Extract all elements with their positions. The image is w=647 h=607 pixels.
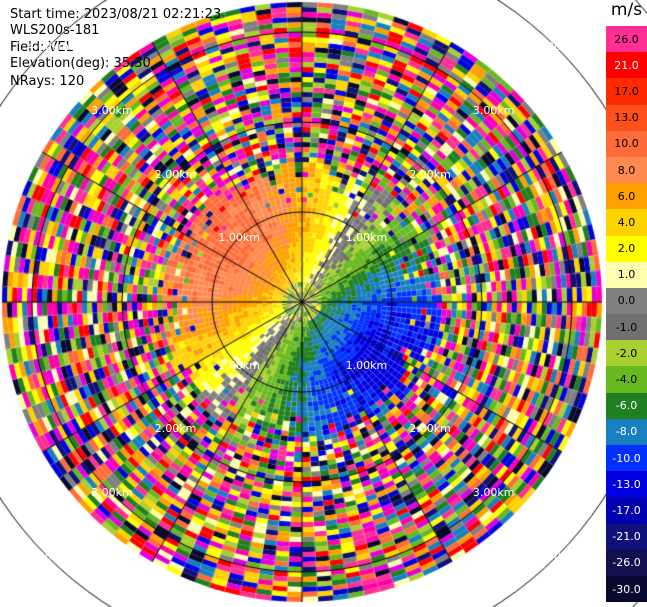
colorbar-segment: -26.0 (606, 549, 647, 576)
colorbar-segment: 8.0 (606, 156, 647, 184)
colorbar-segment: 13.0 (606, 104, 647, 131)
start-time-label: Start time: 2023/08/21 02:21:23 (10, 7, 222, 22)
colorbar-tick-label: 1.0 (617, 268, 636, 282)
colorbar-segment: 26.0 (606, 26, 647, 53)
colorbar-segment: 4.0 (606, 209, 647, 236)
colorbar: 26.0 21.0 17.0 13.0 10.0 8.0 6.0 4.0 2.0 1.0 0.0 -1… (606, 26, 647, 603)
colorbar-segment: 0.0 (606, 287, 647, 315)
range-ring-label: 4.00km (27, 40, 70, 54)
colorbar-segment: -8.0 (606, 418, 647, 445)
range-ring-label: 4.00km (536, 40, 579, 54)
colorbar-tick-label: 26.0 (614, 32, 639, 46)
colorbar-tick-label: -26.0 (612, 556, 641, 570)
colorbar-segment: 1.0 (606, 261, 647, 288)
range-ring-label: 2.00km (409, 167, 451, 181)
colorbar-tick-label: 0.0 (617, 294, 636, 308)
colorbar-segment: 17.0 (606, 78, 647, 105)
nrays-label: NRays: 120 (10, 74, 85, 89)
range-ring-label: 3.00km (91, 485, 133, 499)
colorbar-tick-label: -13.0 (612, 477, 641, 491)
colorbar-segment: -6.0 (606, 392, 647, 419)
range-ring-label: 2.00km (154, 422, 197, 436)
colorbar-tick-label: 10.0 (614, 137, 639, 151)
colorbar-segment: 2.0 (606, 235, 647, 262)
range-ring-label: 3.00km (91, 104, 133, 118)
colorbar-segment: 10.0 (606, 130, 647, 157)
colorbar-tick-label: -30.0 (612, 582, 641, 596)
colorbar-segment: -13.0 (606, 471, 647, 498)
colorbar-tick-label: -4.0 (615, 373, 638, 387)
colorbar-segment: -21.0 (606, 523, 647, 550)
range-ring-label: 3.00km (472, 485, 515, 499)
colorbar-segment: -2.0 (606, 340, 647, 367)
colorbar-tick-label: -6.0 (615, 399, 638, 413)
colorbar-segment: -17.0 (606, 497, 647, 524)
elevation-label: Elevation(deg): 35.30 (10, 56, 151, 71)
colorbar-unit-label: m/s (610, 0, 643, 20)
range-ring-label: 1.00km (345, 231, 388, 245)
colorbar-tick-label: -17.0 (612, 503, 641, 517)
colorbar-segment: -30.0 (606, 575, 647, 603)
colorbar-tick-label: 21.0 (614, 58, 639, 72)
range-ring-label: 1.00km (218, 358, 260, 372)
colorbar-tick-label: -1.0 (615, 320, 638, 334)
colorbar-tick-label: -8.0 (615, 425, 638, 439)
range-ring-label: 4.00km (536, 549, 579, 563)
colorbar-segment: -1.0 (606, 314, 647, 341)
colorbar-tick-label: 2.0 (617, 242, 636, 256)
range-ring-label: 3.00km (472, 104, 515, 118)
colorbar-tick-label: 8.0 (617, 163, 636, 177)
colorbar-tick-label: 17.0 (614, 84, 639, 98)
colorbar-tick-label: 6.0 (617, 189, 636, 203)
colorbar-tick-label: -21.0 (612, 530, 641, 544)
range-ring-label: 1.00km (345, 358, 388, 372)
colorbar-tick-label: 4.0 (617, 215, 636, 229)
colorbar-segment: -4.0 (606, 366, 647, 393)
range-ring-label: 2.00km (154, 167, 197, 181)
field-label: Field: VEL (10, 40, 73, 55)
colorbar-tick-label: -2.0 (615, 346, 638, 360)
site-name-label: WLS200s-181 (10, 23, 100, 38)
range-ring-label: 4.00km (27, 549, 70, 563)
colorbar-segment: 6.0 (606, 183, 647, 210)
colorbar-tick-label: 13.0 (614, 111, 639, 125)
range-ring-label: 1.00km (218, 231, 260, 245)
colorbar-tick-label: -10.0 (612, 451, 641, 465)
colorbar-segment: 21.0 (606, 52, 647, 79)
colorbar-segment: -10.0 (606, 445, 647, 472)
range-ring-label: 2.00km (409, 422, 451, 436)
